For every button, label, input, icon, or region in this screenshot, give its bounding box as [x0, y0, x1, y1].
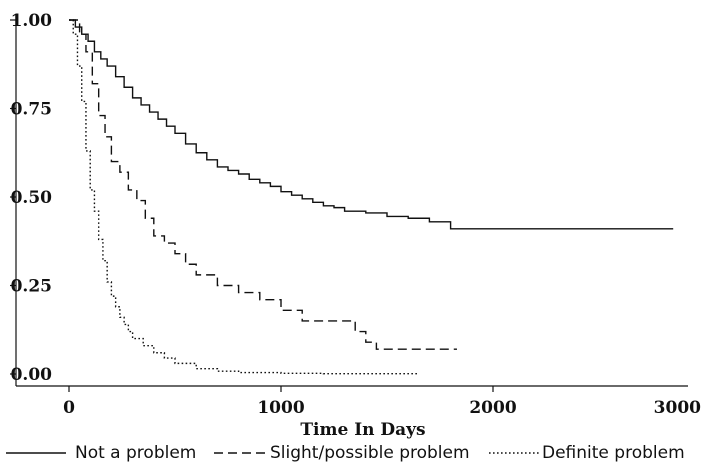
x-tick-label: 2000: [469, 398, 516, 418]
series-line-3: [69, 19, 419, 375]
series-layer: [69, 19, 674, 375]
y-tick-label: 1.00: [11, 11, 53, 31]
legend-label: Not a problem: [75, 443, 196, 463]
x-tick-label: 3000: [654, 398, 701, 418]
y-tick-label: 0.00: [11, 365, 53, 385]
x-axis-ticks: 0 1000 2000 3000: [63, 386, 701, 418]
legend: Not a problem Slight/possible problem Defi…: [6, 443, 685, 463]
x-axis-title: Time In Days: [300, 420, 425, 440]
y-tick-label: 0.25: [11, 277, 52, 297]
series-line-2: [69, 19, 457, 350]
x-tick-label: 0: [63, 398, 75, 418]
legend-label: Slight/possible problem: [270, 443, 470, 463]
x-tick-label: 1000: [257, 398, 304, 418]
y-tick-label: 0.75: [11, 100, 52, 120]
y-axis-ticks: 0.00 0.25 0.50 0.75 1.00: [10, 11, 52, 385]
legend-label: Definite problem: [542, 443, 685, 463]
y-tick-label: 0.50: [11, 188, 53, 208]
series-line-1: [69, 19, 674, 230]
